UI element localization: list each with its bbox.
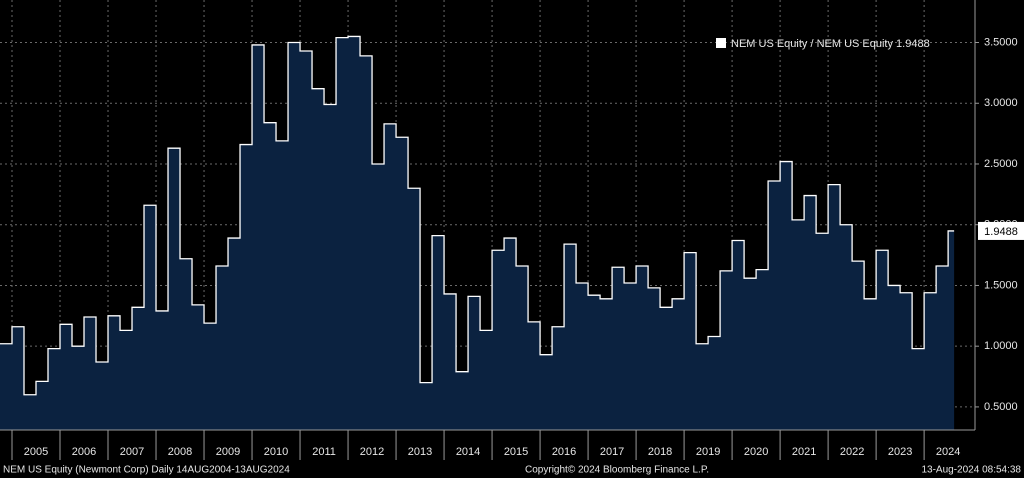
legend: NEM US Equity / NEM US Equity 1.9488 bbox=[716, 38, 930, 50]
x-tick-label: 2019 bbox=[696, 446, 720, 458]
last-value-badge bbox=[978, 221, 1024, 240]
x-tick-label: 2024 bbox=[936, 446, 960, 458]
legend-label: NEM US Equity / NEM US Equity 1.9488 bbox=[731, 38, 930, 50]
legend-swatch bbox=[716, 38, 726, 48]
x-tick-label: 2014 bbox=[456, 446, 480, 458]
x-tick-label: 2020 bbox=[744, 446, 768, 458]
x-tick-label: 2012 bbox=[360, 446, 384, 458]
x-tick-label: 2013 bbox=[408, 446, 432, 458]
x-tick-label: 2011 bbox=[312, 446, 336, 458]
x-tick-label: 2009 bbox=[216, 446, 240, 458]
axes: 0.50001.00001.50002.00002.50003.00003.50… bbox=[11, 36, 1024, 460]
x-tick-label: 2015 bbox=[504, 446, 528, 458]
y-tick-label: 1.5000 bbox=[984, 279, 1018, 291]
x-tick-label: 2008 bbox=[168, 446, 192, 458]
x-tick-label: 2017 bbox=[600, 446, 624, 458]
x-tick-label: 2021 bbox=[792, 446, 816, 458]
x-tick-label: 2005 bbox=[24, 446, 48, 458]
plot bbox=[0, 35, 955, 431]
x-tick-label: 2018 bbox=[648, 446, 672, 458]
series-line bbox=[0, 35, 955, 396]
x-tick-label: 2022 bbox=[840, 446, 864, 458]
last-value-label: 1.9488 bbox=[984, 226, 1018, 238]
footer-left: NEM US Equity (Newmont Corp) Daily 14AUG… bbox=[3, 465, 290, 476]
footer-right: 13-Aug-2024 08:54:38 bbox=[921, 465, 1021, 476]
x-tick-label: 2023 bbox=[888, 446, 912, 458]
y-tick-label: 2.5000 bbox=[984, 158, 1018, 170]
y-tick-label: 3.5000 bbox=[984, 36, 1018, 48]
x-tick-label: 2007 bbox=[120, 446, 144, 458]
x-tick-label: 2010 bbox=[264, 446, 288, 458]
area-fill bbox=[0, 36, 955, 431]
y-tick-label: 1.0000 bbox=[984, 340, 1018, 352]
x-tick-label: 2006 bbox=[72, 446, 96, 458]
y-tick-label: 3.0000 bbox=[984, 97, 1018, 109]
x-tick-label: 2016 bbox=[552, 446, 576, 458]
y-tick-label: 0.5000 bbox=[984, 401, 1018, 413]
footer-center: Copyright© 2024 Bloomberg Finance L.P. bbox=[525, 465, 709, 476]
